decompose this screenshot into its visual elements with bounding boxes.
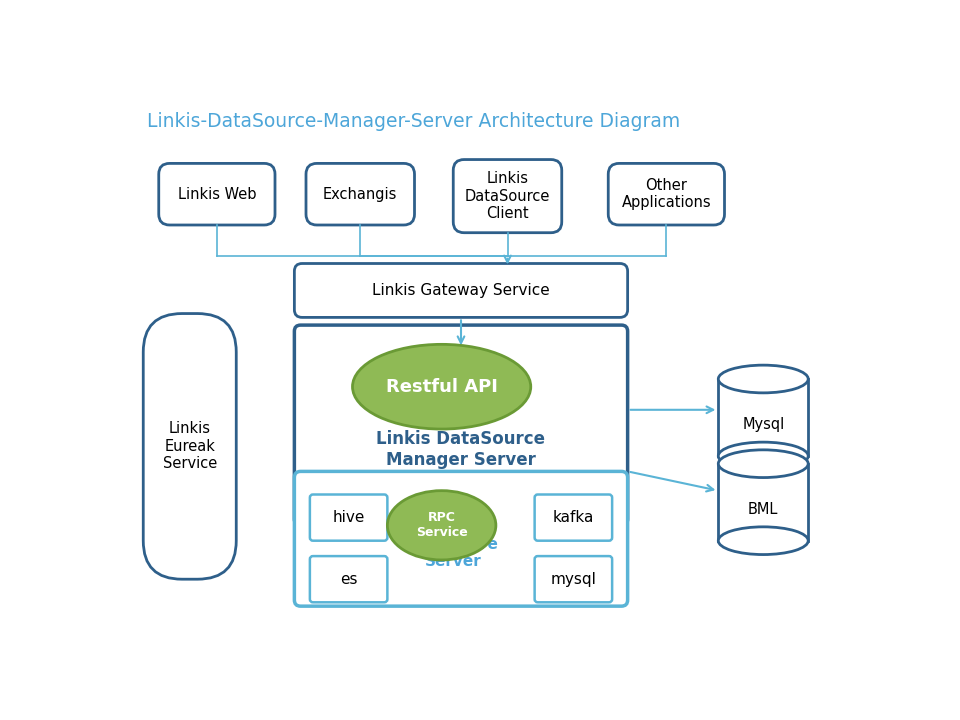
Text: mysql: mysql: [550, 572, 596, 587]
FancyBboxPatch shape: [295, 472, 628, 606]
FancyBboxPatch shape: [158, 163, 275, 225]
Text: Linkis-DataSource-Manager-Server Architecture Diagram: Linkis-DataSource-Manager-Server Archite…: [147, 112, 681, 130]
Text: Mysql: Mysql: [742, 417, 784, 432]
Ellipse shape: [718, 450, 808, 477]
Text: BML: BML: [748, 502, 779, 517]
Text: RPC
Service: RPC Service: [416, 511, 468, 539]
FancyBboxPatch shape: [310, 556, 388, 603]
Text: Linkis Web: Linkis Web: [178, 186, 256, 202]
Text: es: es: [340, 572, 357, 587]
Text: Linkis DataSource
Manager Server: Linkis DataSource Manager Server: [376, 430, 545, 469]
FancyBboxPatch shape: [310, 495, 388, 541]
Ellipse shape: [718, 365, 808, 393]
Text: Linkis
MateStore
Server: Linkis MateStore Server: [408, 520, 498, 570]
FancyBboxPatch shape: [535, 556, 612, 603]
FancyBboxPatch shape: [295, 325, 628, 526]
FancyBboxPatch shape: [143, 313, 236, 579]
FancyBboxPatch shape: [609, 163, 725, 225]
Ellipse shape: [718, 527, 808, 554]
Text: Restful API: Restful API: [386, 378, 497, 396]
Text: Other
Applications: Other Applications: [621, 178, 711, 210]
Polygon shape: [718, 464, 808, 541]
Text: kafka: kafka: [553, 510, 594, 525]
FancyBboxPatch shape: [453, 160, 562, 233]
Ellipse shape: [388, 490, 496, 560]
Text: Linkis
Eureak
Service: Linkis Eureak Service: [162, 421, 217, 472]
Ellipse shape: [352, 344, 531, 429]
FancyBboxPatch shape: [295, 264, 628, 318]
Ellipse shape: [718, 442, 808, 470]
FancyBboxPatch shape: [535, 495, 612, 541]
Text: Exchangis: Exchangis: [324, 186, 397, 202]
Text: Linkis
DataSource
Client: Linkis DataSource Client: [465, 171, 550, 221]
Polygon shape: [718, 379, 808, 456]
Text: hive: hive: [332, 510, 365, 525]
Text: Linkis Gateway Service: Linkis Gateway Service: [372, 283, 550, 298]
FancyBboxPatch shape: [306, 163, 415, 225]
